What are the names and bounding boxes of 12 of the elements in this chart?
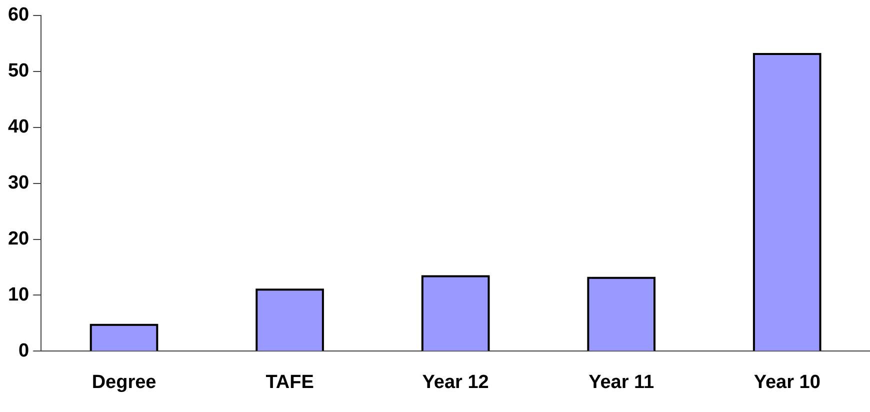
y-tick-label: 0: [18, 340, 30, 362]
x-tick-label: Year 12: [422, 372, 489, 393]
x-tick-label: TAFE: [266, 372, 314, 393]
y-tick-label: 60: [8, 4, 30, 26]
x-tick-label: Year 11: [588, 372, 655, 393]
y-tick-label: 30: [8, 172, 30, 194]
y-tick-label: 10: [8, 284, 30, 306]
x-tick-label: Degree: [92, 372, 156, 393]
y-tick-label: 20: [8, 228, 30, 250]
y-tick-label: 40: [8, 116, 30, 138]
x-tick-label: Year 10: [754, 372, 820, 393]
y-tick-label: 50: [8, 60, 30, 82]
